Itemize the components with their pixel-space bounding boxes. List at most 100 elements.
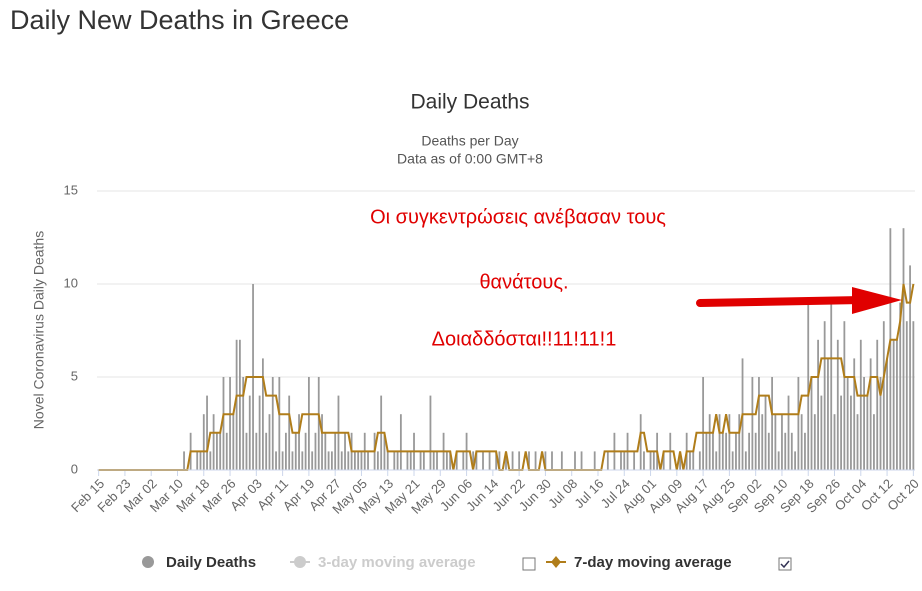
y-axis-label: Novel Coronavirus Daily Deaths [31,231,47,429]
bar [436,451,438,470]
bar [307,377,310,470]
bar [899,302,902,470]
bar [817,339,819,470]
bar [383,432,386,470]
legend-label[interactable]: Daily Deaths [166,554,256,571]
bar [725,432,728,470]
bar [807,302,810,470]
bar [406,451,409,470]
bar [518,451,521,470]
bar [258,395,261,470]
bar [396,451,399,470]
y-tick-label: 0 [71,461,78,476]
bar [212,414,215,470]
bar [777,451,780,470]
bar [284,432,287,470]
bar [846,377,849,470]
bar [751,377,754,470]
bar [708,414,711,470]
bar [639,414,642,470]
bar [804,432,806,470]
bar [235,339,238,470]
bar [712,432,714,470]
bar [495,451,498,470]
bar [761,414,764,470]
bar [376,451,379,470]
bar [836,339,839,470]
bar [758,377,760,470]
bar [721,432,724,470]
checkbox[interactable] [778,557,792,571]
bar [314,432,317,470]
bar [255,432,258,470]
bar [327,451,330,470]
bar [432,451,435,470]
line [98,283,915,471]
bar [859,339,862,470]
bar [511,451,514,470]
bar [754,432,757,470]
y-tick-label: 10 [64,275,78,290]
bar [813,414,816,470]
bar [662,451,665,470]
bar [386,451,389,470]
arrow [696,287,902,314]
bar [790,432,793,470]
bar [347,451,350,470]
bar [843,321,846,470]
bar [222,377,225,470]
bar [239,339,241,470]
bar [800,414,803,470]
bar [229,377,231,470]
bar [248,395,251,470]
bar [462,451,465,470]
bar [340,451,343,470]
bar [278,377,281,470]
bar [409,451,412,470]
bar [876,339,879,470]
bar [209,451,212,470]
bar [702,377,705,470]
legend-marker [294,556,306,568]
bar [291,451,294,470]
bar [419,451,422,470]
bar [183,451,185,470]
bar [219,432,222,470]
bar [445,451,448,470]
legend-label[interactable]: 7-day moving average [574,554,732,571]
bar [475,451,478,470]
bar [317,377,320,470]
legend-marker [551,556,561,568]
bar [199,451,202,470]
bar [830,302,833,470]
bar [232,414,235,470]
checkbox[interactable] [522,557,536,571]
bar [429,395,432,470]
bar [892,339,895,470]
bar [689,451,691,470]
legend-label[interactable]: 3-day moving average [318,554,476,571]
bar [692,451,695,470]
bar [823,321,826,470]
chart-subtitle: Data as of 0:00 GMT+8 [397,151,543,167]
bar [623,451,626,470]
bar [344,432,346,470]
bar [902,228,905,470]
bar [787,395,790,470]
bar [879,377,882,470]
bar [574,451,576,470]
bar [580,451,583,470]
bar [909,265,911,470]
bar [196,451,199,470]
bar [304,432,307,470]
legend: Daily Deaths 3-day moving average 7-day mo… [142,554,732,571]
bar [643,451,645,470]
bar [620,451,622,470]
bar [330,451,333,470]
bar [298,414,300,470]
x-tick-label: Jul 08 [545,476,580,511]
bar [771,377,773,470]
bar [833,414,836,470]
bar [774,414,777,470]
annotation: Οι συγκεντρώσεις ανέβασαν τους [370,206,666,228]
